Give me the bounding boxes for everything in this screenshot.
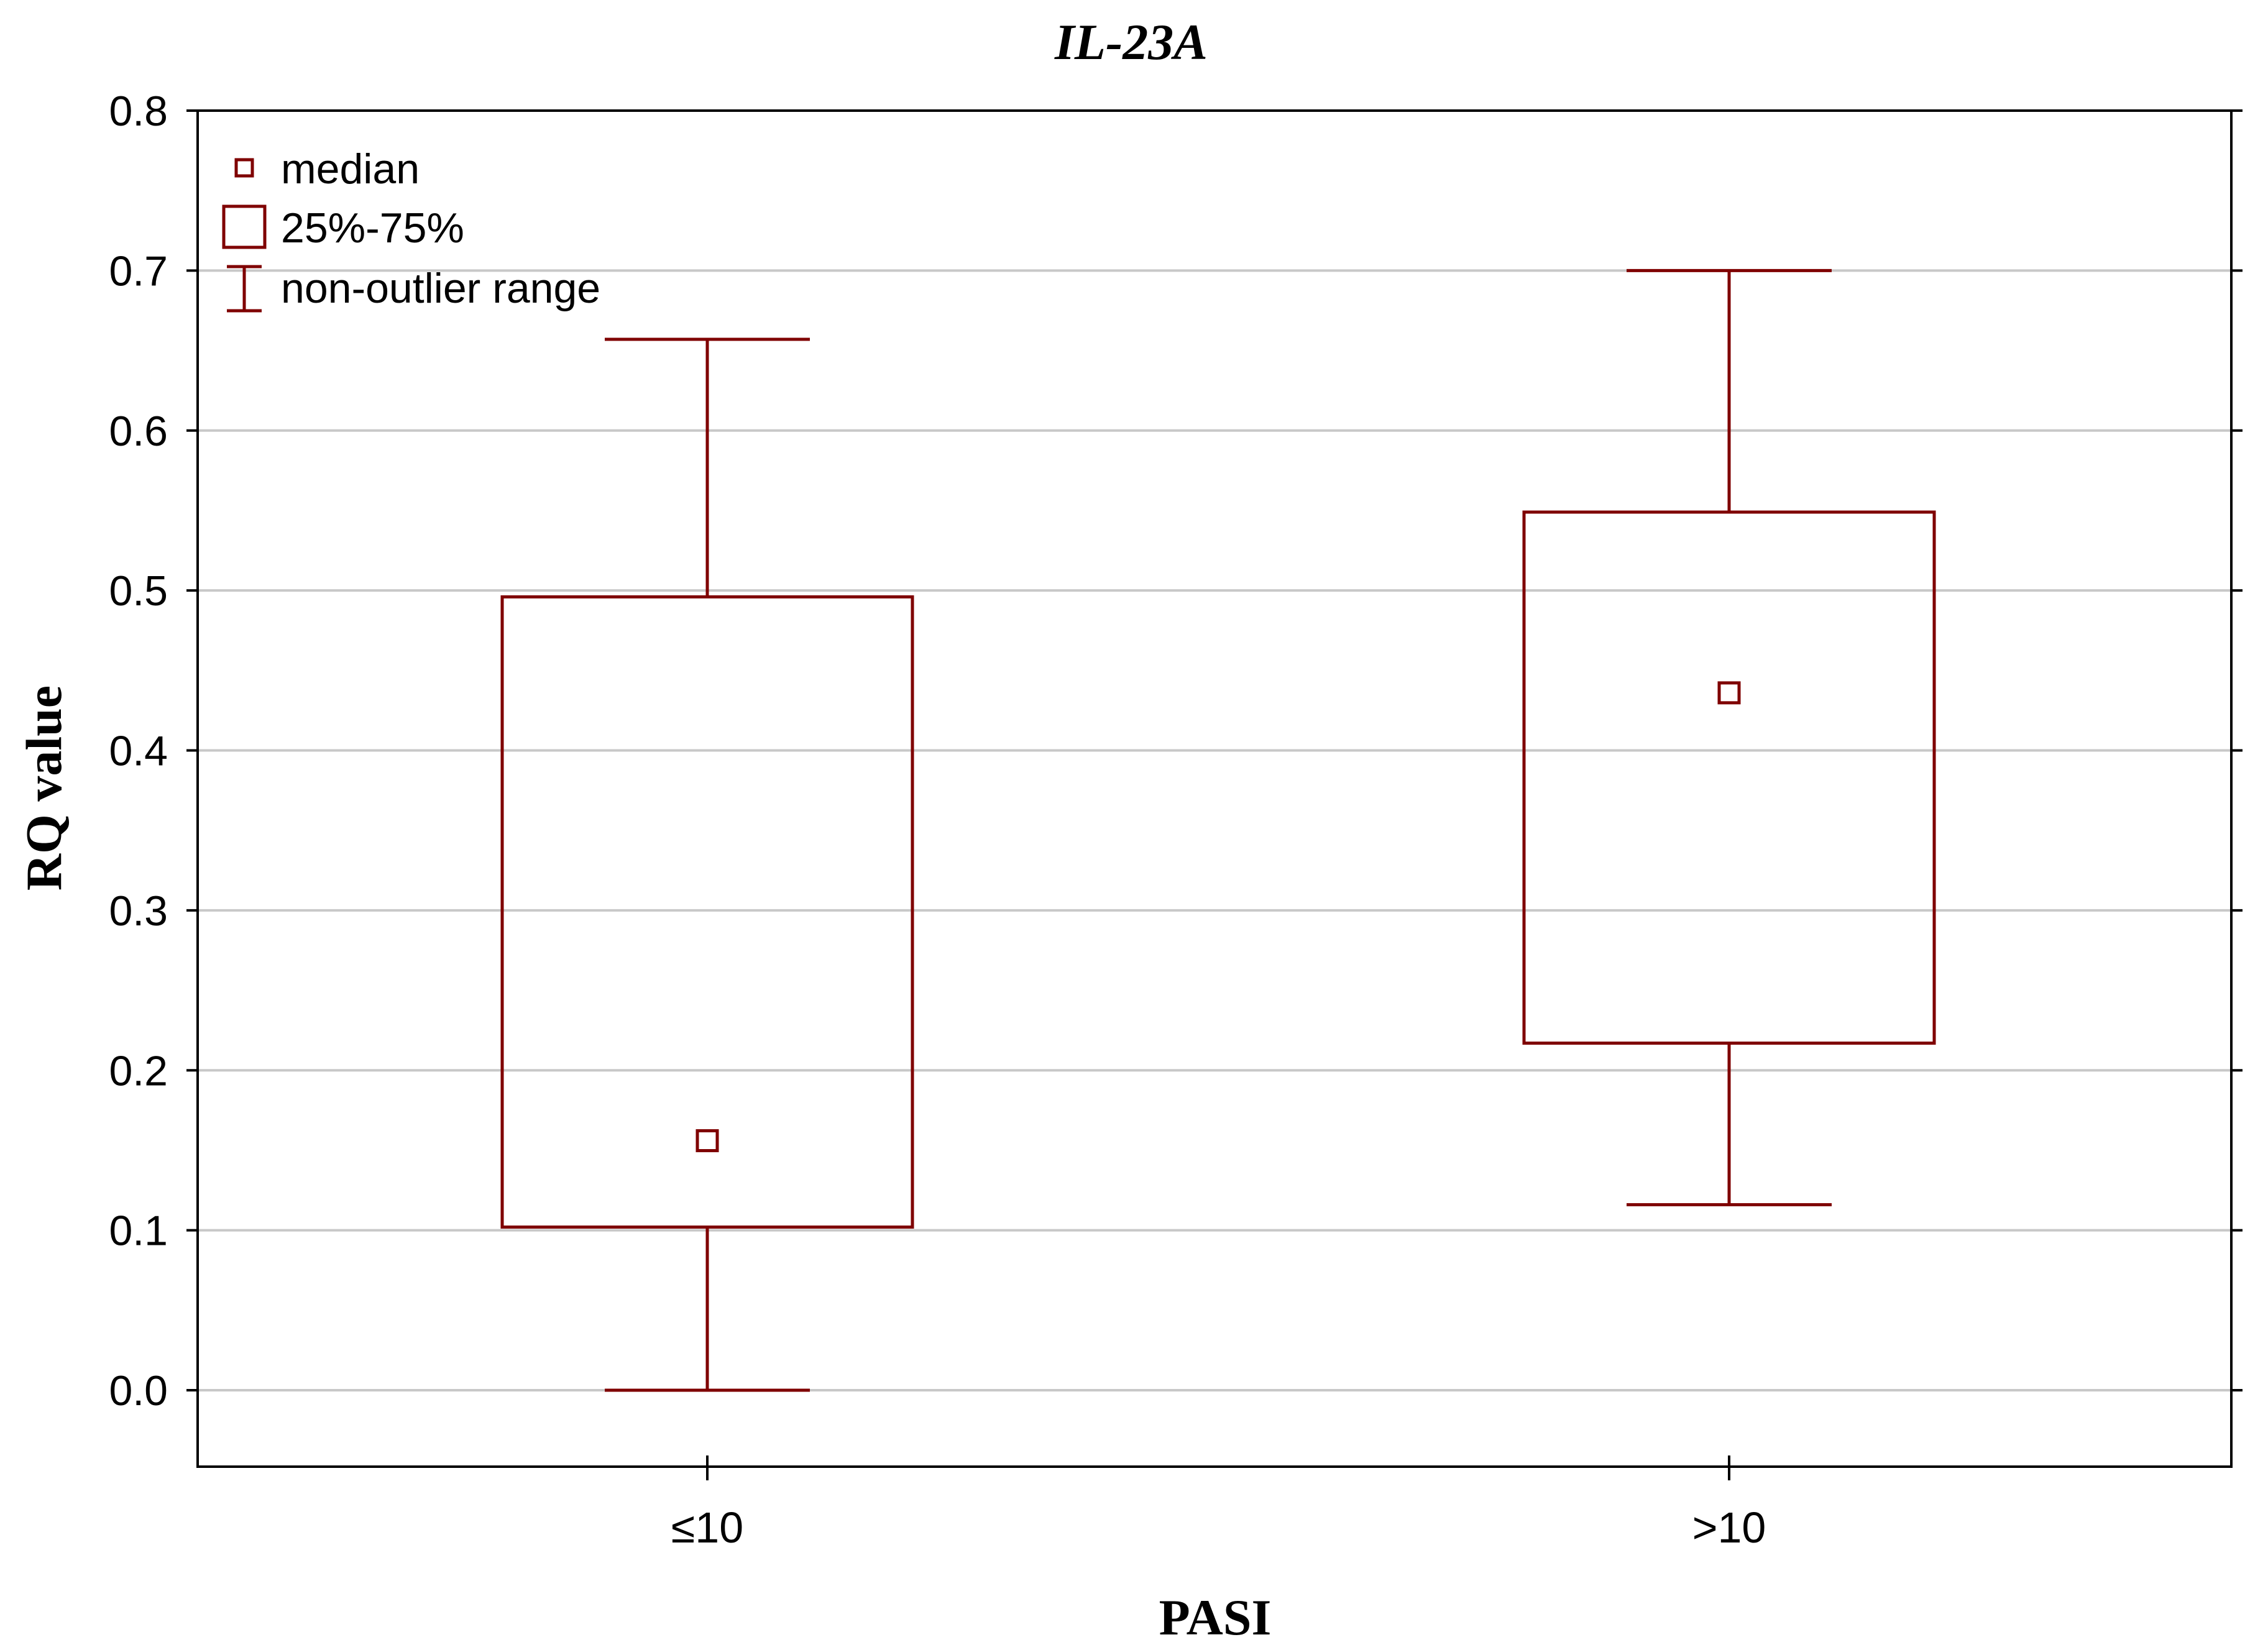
legend-label: median bbox=[281, 145, 420, 193]
plot-area-frame bbox=[196, 109, 2233, 1468]
x-tick-label: >10 bbox=[1692, 1503, 1766, 1552]
gridlines bbox=[198, 269, 2231, 1391]
iqr-box bbox=[1522, 510, 1936, 1045]
y-tick-label: 0.7 bbox=[109, 247, 168, 295]
median-marker bbox=[696, 1129, 719, 1152]
legend-item-whisker: non-outlier range bbox=[227, 265, 600, 313]
y-tick-label: 0.0 bbox=[109, 1367, 168, 1414]
y-tick-label: 0.1 bbox=[109, 1208, 168, 1255]
x-axis-ticks: ≤10 >10 bbox=[671, 1455, 1766, 1552]
y-tick-label: 0.3 bbox=[109, 887, 168, 935]
legend-label: non-outlier range bbox=[281, 265, 600, 312]
y-tick-label: 0.2 bbox=[109, 1047, 168, 1094]
legend-box-symbol bbox=[222, 204, 267, 249]
y-tick-label: 0.5 bbox=[109, 567, 168, 615]
box-plot-series bbox=[500, 268, 1936, 1392]
chart-title: IL-23A bbox=[1054, 14, 1208, 70]
box-2 bbox=[1522, 268, 1936, 1206]
legend-median-symbol bbox=[234, 158, 254, 178]
box-1 bbox=[500, 337, 914, 1392]
y-tick-label: 0.4 bbox=[109, 728, 168, 775]
median-marker bbox=[1717, 681, 1741, 705]
legend: median 25%-75% non-outlier range bbox=[222, 145, 600, 313]
legend-item-median: median bbox=[234, 145, 420, 193]
x-tick-label: ≤10 bbox=[671, 1503, 743, 1552]
legend-item-box: 25%-75% bbox=[222, 204, 464, 252]
y-tick-label: 0.8 bbox=[109, 88, 168, 135]
legend-label: 25%-75% bbox=[281, 204, 464, 252]
y-tick-label: 0.6 bbox=[109, 408, 168, 455]
y-axis-label: RQ value bbox=[16, 685, 72, 891]
y-axis-ticks: 0.0 0.1 0.2 0.3 0.4 0.5 0.6 0.7 0.8 bbox=[109, 88, 2243, 1414]
x-axis-label: PASI bbox=[1159, 1589, 1272, 1646]
iqr-box bbox=[500, 595, 914, 1229]
